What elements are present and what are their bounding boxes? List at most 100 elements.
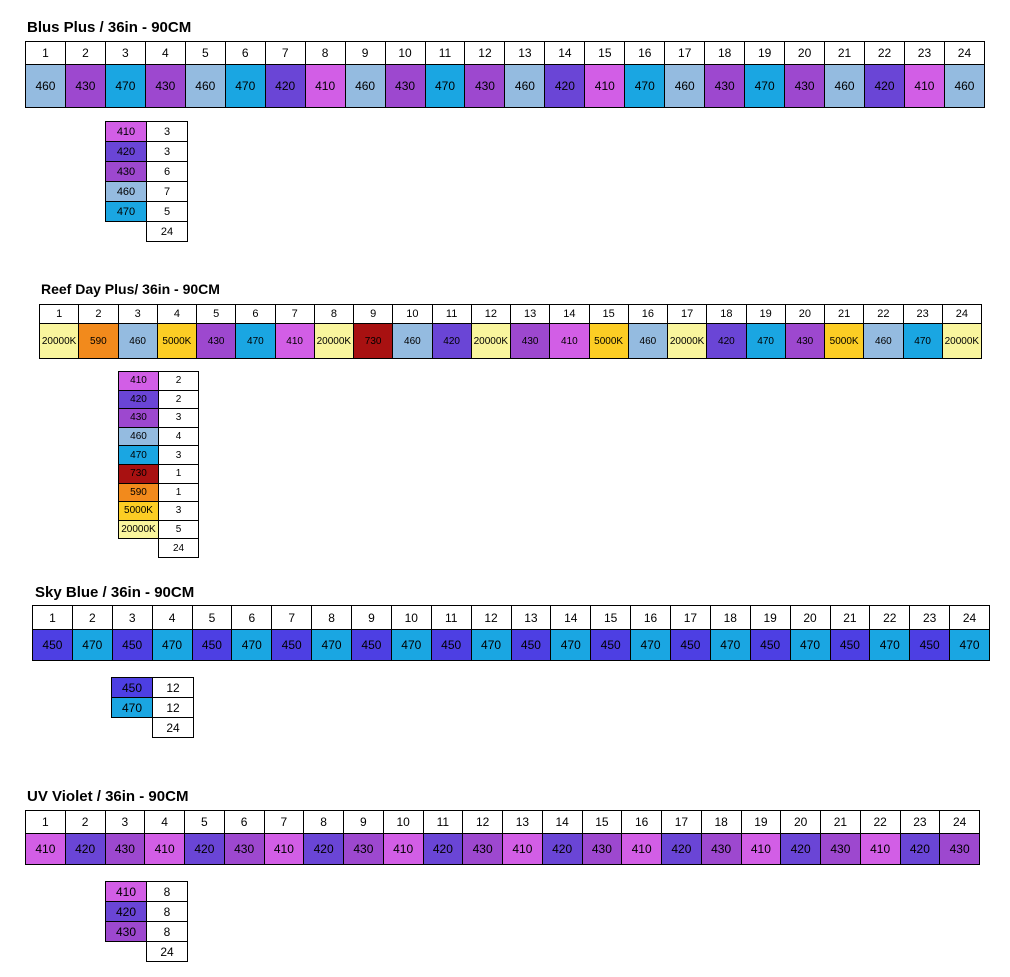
led-cell: 470 xyxy=(949,629,990,661)
slot-number: 19 xyxy=(744,41,786,65)
slot-number: 18 xyxy=(704,41,746,65)
led-cell: 20000K xyxy=(470,323,512,359)
led-cell: 470 xyxy=(424,64,466,108)
summary-table-reef-day-plus: 410 2 420 2 430 3 460 4 470 3 730 1 590 1 5000K 3 20000K… xyxy=(118,371,199,558)
summary-total: 24 xyxy=(146,941,188,962)
led-cell: 410 xyxy=(621,833,662,865)
summary-count: 3 xyxy=(158,408,199,428)
slot-number: 11 xyxy=(424,41,466,65)
slot-number: 17 xyxy=(661,810,702,834)
slot-number: 5 xyxy=(184,810,225,834)
led-cell: 430 xyxy=(462,833,503,865)
slot-number: 16 xyxy=(627,304,669,324)
slot-number: 14 xyxy=(549,304,590,324)
summary-count: 1 xyxy=(158,482,199,503)
led-cell: 410 xyxy=(263,833,305,865)
led-cell: 420 xyxy=(303,833,344,865)
led-cell: 450 xyxy=(32,629,73,661)
slot-number: 8 xyxy=(313,304,355,324)
led-cell: 450 xyxy=(271,629,313,661)
led-cell: 450 xyxy=(909,629,951,661)
led-cell: 430 xyxy=(784,64,826,108)
section-title-reef-day-plus: Reef Day Plus/ 36in - 90CM xyxy=(41,281,220,297)
slot-number: 20 xyxy=(784,304,826,324)
led-cell: 470 xyxy=(550,629,592,661)
summary-blank xyxy=(106,942,147,962)
slot-number: 11 xyxy=(431,304,472,324)
slot-number: 7 xyxy=(264,41,306,65)
summary-color-label: 470 xyxy=(111,697,153,718)
led-cell: 420 xyxy=(899,833,941,865)
led-strip-uv-violet: 1 2 3 4 5 6 7 8 9 10 11 12 13 14 15 16 17 18 19 20 21 22 23 24 4… xyxy=(25,810,980,865)
led-cell: 20000K xyxy=(941,323,983,359)
slot-number: 21 xyxy=(824,41,866,65)
slot-number: 2 xyxy=(64,810,106,834)
led-cell: 420 xyxy=(661,833,702,865)
led-cell: 430 xyxy=(784,323,826,359)
summary-total: 24 xyxy=(152,717,194,738)
led-cell: 470 xyxy=(902,323,943,359)
led-cell: 420 xyxy=(864,64,905,108)
led-cell: 460 xyxy=(627,323,669,359)
slot-number: 4 xyxy=(151,605,193,630)
slot-number: 6 xyxy=(223,810,265,834)
summary-color-label: 430 xyxy=(118,408,159,428)
led-cell: 420 xyxy=(422,833,464,865)
slot-number: 12 xyxy=(464,41,506,65)
slot-number: 18 xyxy=(706,304,747,324)
led-cell: 460 xyxy=(117,323,158,359)
slot-number: 10 xyxy=(382,810,424,834)
summary-table-blus-plus: 410 3 420 3 430 6 460 7 470 5 24 xyxy=(105,121,188,242)
led-cell: 430 xyxy=(384,64,426,108)
summary-color-label: 470 xyxy=(118,445,159,465)
slot-number: 3 xyxy=(104,810,146,834)
led-cell: 470 xyxy=(630,629,671,661)
led-strip-blus-plus: 1 2 3 4 5 6 7 8 9 10 11 12 13 14 15 16 17 18 19 20 21 22 23 24 4… xyxy=(25,41,986,108)
led-cell: 450 xyxy=(670,629,711,661)
summary-total: 24 xyxy=(158,538,199,558)
slot-number: 14 xyxy=(541,810,583,834)
slot-number: 19 xyxy=(740,810,782,834)
section-title-uv-violet: UV Violet / 36in - 90CM xyxy=(27,788,189,805)
slot-number: 8 xyxy=(303,810,344,834)
slot-number: 19 xyxy=(745,304,786,324)
led-cell: 420 xyxy=(264,64,306,108)
summary-color-label: 420 xyxy=(105,901,147,922)
led-cell: 410 xyxy=(740,833,782,865)
slot-number: 9 xyxy=(351,605,392,630)
led-cell: 420 xyxy=(541,833,583,865)
led-cell: 470 xyxy=(624,64,666,108)
slot-number: 20 xyxy=(784,41,826,65)
led-cell: 470 xyxy=(235,323,276,359)
summary-count: 3 xyxy=(158,501,199,521)
summary-blank xyxy=(112,718,153,738)
led-cell: 430 xyxy=(223,833,265,865)
summary-count: 2 xyxy=(158,371,199,391)
summary-blank xyxy=(119,539,159,558)
led-cell: 450 xyxy=(510,629,552,661)
slot-number: 21 xyxy=(829,605,871,630)
section-title-sky-blue: Sky Blue / 36in - 90CM xyxy=(35,584,195,601)
slot-number: 20 xyxy=(789,605,831,630)
led-cell: 430 xyxy=(820,833,861,865)
led-cell: 450 xyxy=(749,629,791,661)
slot-number: 12 xyxy=(470,605,512,630)
led-cell: 410 xyxy=(502,833,543,865)
slot-number: 15 xyxy=(588,304,629,324)
slot-number: 2 xyxy=(64,41,106,65)
summary-color-label: 590 xyxy=(118,482,159,503)
led-cell: 410 xyxy=(859,833,901,865)
slot-number: 1 xyxy=(38,304,80,324)
led-cell: 410 xyxy=(382,833,424,865)
slot-number: 10 xyxy=(392,304,433,324)
led-cell: 470 xyxy=(745,323,786,359)
led-cell: 460 xyxy=(392,323,433,359)
slot-number: 18 xyxy=(700,810,742,834)
led-cell: 460 xyxy=(824,64,866,108)
summary-count: 8 xyxy=(146,881,188,902)
slot-number: 13 xyxy=(510,605,552,630)
summary-color-label: 20000K xyxy=(118,519,159,540)
slot-number: 4 xyxy=(144,810,185,834)
slot-number: 4 xyxy=(144,41,186,65)
led-cell: 410 xyxy=(25,833,66,865)
